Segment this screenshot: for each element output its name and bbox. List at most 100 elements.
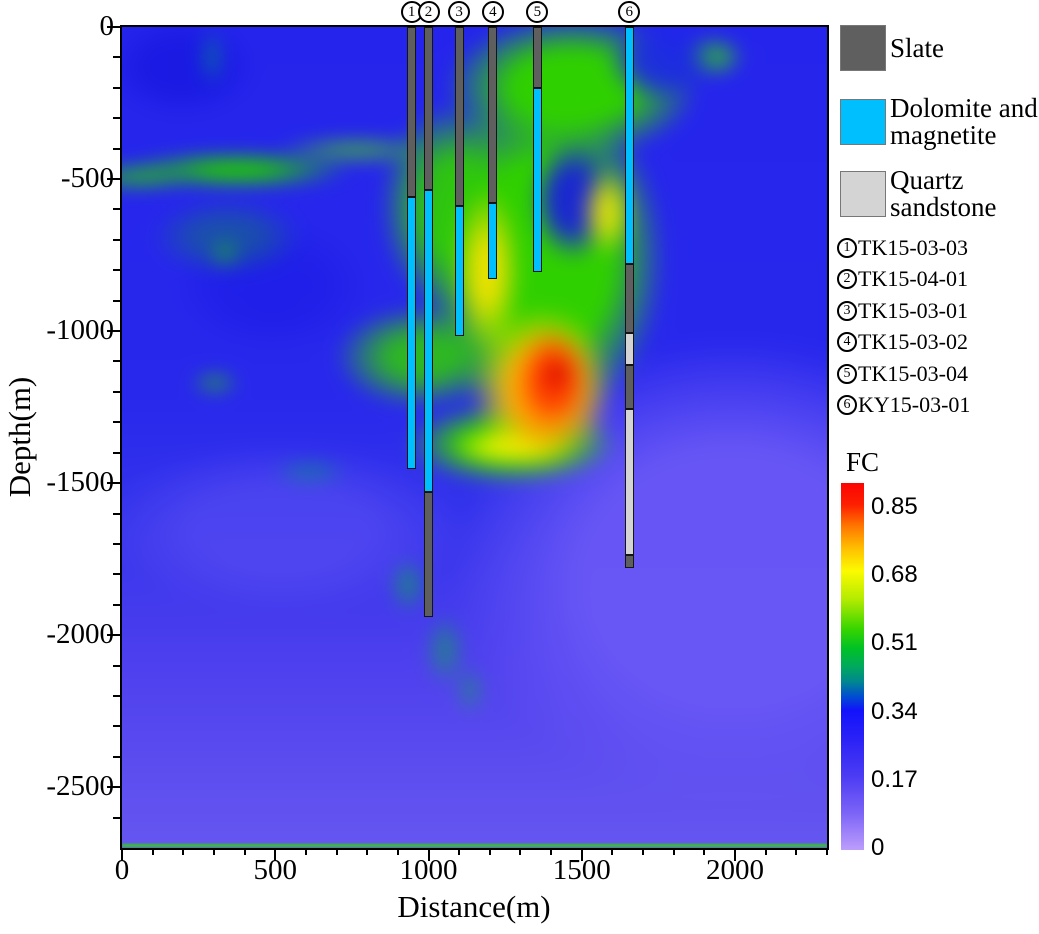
x-minor-tick xyxy=(826,848,828,855)
legend-row-quartz: Quartz sandstone xyxy=(840,167,996,221)
heatmap-clip xyxy=(122,27,827,848)
y-minor-tick xyxy=(113,117,120,120)
x-minor-tick xyxy=(642,848,645,855)
y-tick-label: -1000 xyxy=(46,314,114,347)
y-minor-tick xyxy=(113,603,120,606)
x-major-tick xyxy=(121,848,123,861)
borehole-segment-quartz xyxy=(624,332,634,365)
borehole-list-id: TK15-03-02 xyxy=(858,329,968,355)
x-minor-tick xyxy=(519,848,522,855)
x-major-tick xyxy=(734,848,737,861)
y-tick-label: -2500 xyxy=(46,770,114,803)
y-minor-tick xyxy=(113,299,120,302)
y-major-tick xyxy=(107,634,120,637)
y-tick-label: -500 xyxy=(60,162,114,195)
y-tick-label: -1500 xyxy=(46,466,114,499)
colorbar-tick-label: 0.85 xyxy=(871,493,918,521)
x-minor-tick xyxy=(488,848,491,855)
borehole-segment-slate xyxy=(424,27,434,190)
legend-swatch-quartz xyxy=(840,171,886,217)
y-minor-tick xyxy=(113,360,120,363)
x-minor-tick xyxy=(335,848,338,855)
borehole-list-number: 5 xyxy=(837,363,857,384)
y-minor-tick xyxy=(113,573,120,576)
borehole-segment-slate xyxy=(488,27,498,204)
y-major-tick xyxy=(107,330,120,333)
x-minor-tick xyxy=(304,848,307,855)
colorbar-title: FC xyxy=(846,447,880,477)
y-minor-tick xyxy=(113,694,120,697)
borehole-list-id: TK15-03-03 xyxy=(858,235,968,260)
borehole-segment-dolomite xyxy=(532,87,542,272)
y-minor-tick xyxy=(113,542,120,545)
borehole-segment-slate xyxy=(424,492,434,617)
y-minor-tick xyxy=(113,725,120,728)
colorbar-tick-label: 0.17 xyxy=(871,765,918,793)
x-tick-label: 500 xyxy=(253,854,298,886)
y-major-tick xyxy=(107,26,120,28)
y-major-tick xyxy=(107,786,120,789)
x-axis-title: Distance(m) xyxy=(397,889,551,924)
borehole-list-number: 4 xyxy=(837,332,857,353)
colorbar-tick-label: 0 xyxy=(871,834,885,862)
x-minor-tick xyxy=(182,848,185,855)
colorbar-tick-label: 0.68 xyxy=(871,561,918,589)
y-major-tick xyxy=(107,178,120,181)
x-minor-tick xyxy=(795,848,798,855)
x-minor-tick xyxy=(366,848,369,855)
colorbar-tick-label: 0.51 xyxy=(871,629,918,657)
y-minor-tick xyxy=(113,390,120,393)
borehole-number-badge: 6 xyxy=(618,1,641,23)
borehole-segment-slate xyxy=(407,27,417,198)
borehole-segment-dolomite xyxy=(488,203,498,280)
colorbar-tick-label: 0.34 xyxy=(871,697,918,725)
borehole-segment-slate xyxy=(624,554,634,569)
legend-swatch-slate xyxy=(840,25,886,71)
borehole-list-item: 6 KY15-03-01 xyxy=(837,393,970,417)
borehole-number-badge: 5 xyxy=(526,1,549,23)
x-minor-tick xyxy=(611,848,614,855)
y-minor-tick xyxy=(113,147,120,150)
legend-label-quartz: Quartz sandstone xyxy=(890,165,997,222)
x-tick-label: 1000 xyxy=(399,854,458,886)
x-tick-label: 0 xyxy=(114,854,130,886)
borehole-list-item: 5 TK15-03-04 xyxy=(837,361,968,386)
x-minor-tick xyxy=(396,848,399,855)
borehole-number-badge: 2 xyxy=(417,1,440,23)
borehole-segment-dolomite xyxy=(407,197,417,470)
legend-row-slate: Slate xyxy=(840,25,944,71)
borehole-list-item: 3 TK15-03-01 xyxy=(837,298,968,323)
borehole-list-item: 2 TK15-04-01 xyxy=(837,267,968,291)
legend-label-dolomite: Dolomite and magnetite xyxy=(890,93,1038,150)
borehole-list-number: 2 xyxy=(837,269,857,290)
borehole-segment-slate xyxy=(532,27,542,88)
borehole-number-badge: 4 xyxy=(481,1,504,23)
x-tick-label: 2000 xyxy=(706,854,765,886)
y-tick-label: 0 xyxy=(99,10,115,42)
borehole-segment-dolomite xyxy=(454,206,464,336)
legend-row-dolomite: Dolomite and magnetite xyxy=(840,95,1038,149)
y-minor-tick xyxy=(113,238,120,241)
y-minor-tick xyxy=(113,421,120,424)
borehole-segment-slate xyxy=(624,264,634,333)
y-minor-tick xyxy=(113,755,120,758)
x-minor-tick xyxy=(151,848,154,855)
borehole-list-item: 4 TK15-03-02 xyxy=(837,330,968,354)
y-minor-tick xyxy=(113,269,120,272)
colorbar xyxy=(841,483,864,850)
borehole-segment-slate xyxy=(454,27,464,207)
borehole-list-id: KY15-03-01 xyxy=(858,392,971,417)
y-minor-tick xyxy=(113,86,120,89)
x-tick-label: 1500 xyxy=(552,854,611,886)
borehole-list-item: 1 TK15-03-03 xyxy=(837,236,968,260)
legend-swatch-dolomite xyxy=(840,99,886,145)
x-major-tick xyxy=(274,848,277,861)
x-major-tick xyxy=(580,848,583,861)
borehole-segment-quartz xyxy=(624,408,634,555)
x-minor-tick xyxy=(703,848,706,855)
y-minor-tick xyxy=(113,208,120,211)
y-major-tick xyxy=(107,482,120,485)
y-tick-label: -2000 xyxy=(46,618,114,651)
borehole-list-number: 3 xyxy=(837,300,857,321)
